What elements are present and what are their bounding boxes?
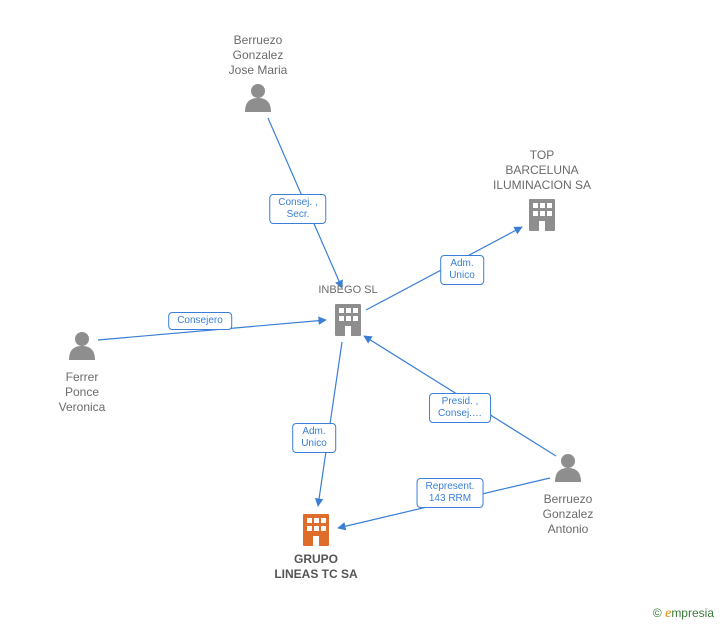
person-icon (555, 454, 581, 482)
node-label: FerrerPonceVeronica (22, 370, 142, 415)
edge-label: Consej. ,Secr. (269, 194, 326, 224)
edge-label: Consejero (168, 312, 232, 330)
company-icon (303, 514, 329, 546)
company-icon (529, 199, 555, 231)
edge-label: Presid. ,Consej.… (429, 393, 491, 423)
edge-label: Adm.Unico (440, 255, 484, 285)
company-icon (335, 304, 361, 336)
edge-label: Represent.143 RRM (417, 478, 484, 508)
node-label: TOPBARCELUNAILUMINACION SA (482, 148, 602, 193)
watermark-symbol: © (653, 606, 662, 620)
node-label: GRUPOLINEAS TC SA (256, 552, 376, 582)
edge-label: Adm.Unico (292, 423, 336, 453)
person-icon (69, 332, 95, 360)
watermark-rest: mpresia (671, 606, 714, 620)
node-label: INBEGO SL (288, 284, 408, 298)
node-label: BerruezoGonzalezJose Maria (198, 33, 318, 78)
person-icon (245, 84, 271, 112)
watermark: © empresia (653, 606, 714, 622)
node-label: BerruezoGonzalezAntonio (508, 492, 628, 537)
